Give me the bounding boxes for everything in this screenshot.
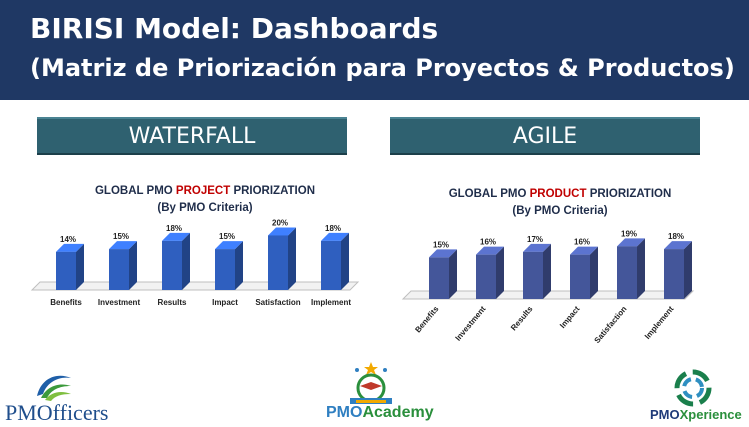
pmoxperience-logo-icon — [674, 369, 712, 407]
bar — [56, 251, 76, 290]
bar — [429, 257, 449, 299]
bar — [617, 246, 637, 299]
bar-top — [268, 227, 296, 236]
data-label: 15% — [219, 232, 235, 241]
bar-side — [684, 241, 692, 299]
project-chart-title-highlight: PROJECT — [175, 185, 231, 197]
category-label: Impact — [558, 304, 582, 330]
project-chart-title-post: PRIORIZATION — [230, 185, 316, 197]
section-waterfall: WATERFALL — [37, 117, 347, 155]
bar-top — [429, 249, 457, 258]
bar-side — [449, 249, 457, 299]
category-label: Investment — [453, 304, 487, 342]
bar-side — [637, 238, 645, 299]
bar-top — [321, 232, 349, 241]
category-label: Implement — [311, 298, 351, 307]
product-chart-title-highlight: PRODUCT — [529, 188, 587, 200]
bar-side — [288, 227, 296, 290]
bar — [523, 251, 543, 299]
bar-top — [162, 232, 190, 241]
category-label: Results — [158, 298, 187, 307]
data-label: 20% — [272, 218, 288, 227]
pmoxperience-logo-text: PMOXperience — [650, 407, 742, 422]
slide-header: BIRISI Model: Dashboards (Matriz de Prio… — [0, 0, 749, 100]
bar — [268, 235, 288, 290]
bar-side — [235, 241, 243, 290]
bar-side — [129, 241, 137, 290]
bar-top — [617, 238, 645, 247]
bar-side — [182, 232, 190, 290]
bar-top — [56, 243, 84, 252]
data-label: 18% — [668, 232, 684, 241]
section-agile: AGILE — [390, 117, 700, 155]
data-label: 16% — [480, 238, 496, 247]
pmoacademy-logo-text-pre: PMO — [326, 404, 363, 421]
data-label: 15% — [113, 232, 129, 241]
data-label: 15% — [433, 240, 449, 249]
pmofficers-logo-icon — [37, 375, 71, 401]
category-label: Impact — [212, 298, 238, 307]
category-label: Benefits — [50, 298, 82, 307]
bar-side — [543, 243, 551, 299]
data-label: 18% — [325, 224, 341, 233]
product-priorization-chart: 15% Benefits 16% Investment 17% Results 16% Imp… — [401, 229, 695, 345]
bar — [476, 254, 496, 299]
bar-top — [664, 241, 692, 250]
pmoxperience-logo-text-post: Xperience — [679, 407, 742, 422]
bar-top — [476, 246, 504, 255]
category-label: Satisfaction — [592, 304, 628, 345]
project-chart-subtitle: (By PMO Criteria) — [157, 202, 253, 214]
category-label: Investment — [98, 298, 141, 307]
bar-top — [215, 241, 243, 250]
bar — [664, 249, 684, 299]
pmofficers-logo-text: PMOfficers — [5, 400, 109, 425]
category-label: Benefits — [413, 304, 441, 334]
bar-side — [496, 246, 504, 299]
category-label: Implement — [643, 304, 676, 341]
project-chart-title-pre: GLOBAL PMO — [94, 185, 176, 197]
data-label: 14% — [60, 235, 76, 244]
bar-top — [523, 243, 551, 252]
bar — [162, 240, 182, 290]
bar — [321, 240, 341, 290]
bar-top — [570, 246, 598, 255]
slide-title: BIRISI Model: Dashboards — [30, 12, 439, 45]
bar — [570, 254, 590, 299]
product-chart-title-post: PRIORIZATION — [586, 188, 672, 200]
product-chart-title: GLOBAL PMO PRODUCT PRIORIZATION (By PMO … — [415, 186, 705, 220]
bar-side — [590, 246, 598, 299]
project-chart-title: GLOBAL PMO PROJECT PRIORIZATION (By PMO … — [60, 183, 350, 217]
pmoxperience-logo-text-pre: PMO — [650, 407, 680, 422]
slide-subtitle: (Matriz de Priorización para Proyectos &… — [30, 54, 735, 82]
data-label: 16% — [574, 238, 590, 247]
project-priorization-chart: 14% Benefits 15% Investment 18% Results 15% Imp… — [30, 218, 360, 307]
category-label: Satisfaction — [255, 298, 300, 307]
product-chart-subtitle: (By PMO Criteria) — [512, 205, 608, 217]
bar-top — [109, 241, 137, 250]
bar — [215, 249, 235, 290]
bar-side — [76, 243, 84, 290]
pmoacademy-logo-text-post: Academy — [362, 404, 434, 421]
bar-side — [341, 232, 349, 290]
pmoacademy-logo-text: PMOAcademy — [326, 404, 434, 422]
category-label: Results — [509, 304, 535, 332]
data-label: 17% — [527, 235, 543, 244]
data-label: 19% — [621, 229, 637, 238]
data-label: 18% — [166, 224, 182, 233]
bar — [109, 249, 129, 290]
product-chart-title-pre: GLOBAL PMO — [448, 188, 530, 200]
pmoacademy-logo-icon — [350, 362, 392, 404]
